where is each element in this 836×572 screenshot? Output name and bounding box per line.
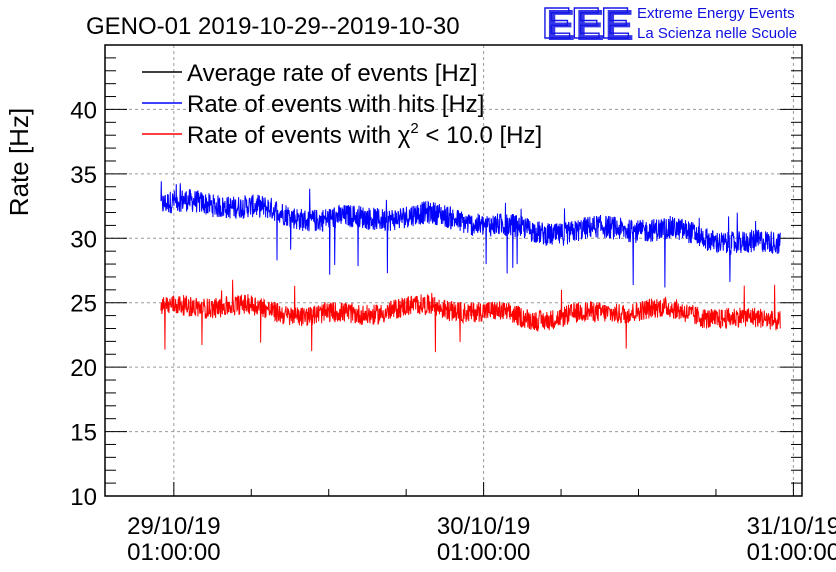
x-tick-label-time: 01:00:00	[437, 539, 530, 566]
y-axis-label: Rate [Hz]	[4, 108, 34, 216]
legend-label-chi2: Rate of events with χ2 < 10.0 [Hz]	[187, 120, 542, 149]
legend-chi2-symbol: χ	[398, 122, 411, 149]
eee-logo: EEE EEE Extreme Energy Events La Scienza…	[541, 0, 797, 50]
legend-chi2-suffix: < 10.0 [Hz]	[419, 122, 542, 149]
legend-label-hits: Rate of events with hits [Hz]	[187, 91, 484, 118]
logo-mark-fill: EEE	[546, 1, 634, 50]
legend: Average rate of events [Hz] Rate of even…	[142, 60, 542, 149]
axes	[104, 44, 803, 497]
logo-line-1: Extreme Energy Events	[637, 5, 795, 22]
chart-title: GENO-01 2019-10-29--2019-10-30	[86, 13, 460, 40]
x-tick-label-time: 01:00:00	[747, 539, 836, 566]
x-tick-label-date: 31/10/19	[747, 513, 836, 540]
y-tick-label: 15	[70, 420, 97, 447]
y-tick-label: 35	[70, 162, 97, 189]
plot-frame	[104, 44, 803, 497]
y-tick-label: 20	[70, 355, 97, 382]
x-tick-label-date: 30/10/19	[437, 513, 530, 540]
x-tick-label-time: 01:00:00	[127, 539, 220, 566]
logo-mark: EEE	[542, 0, 630, 48]
x-tick-label-date: 29/10/19	[127, 513, 220, 540]
x-tick-labels: 29/10/1901:00:0030/10/1901:00:0031/10/19…	[127, 513, 836, 566]
y-tick-label: 30	[70, 226, 97, 253]
series-line-0	[160, 181, 781, 288]
y-tick-label: 40	[70, 97, 97, 124]
legend-chi2-sup: 2	[410, 120, 418, 137]
y-tick-label: 25	[70, 291, 97, 318]
y-tick-label: 10	[70, 484, 97, 511]
series-layer	[160, 181, 781, 353]
y-tick-labels: 10 15 20 25 30 35 40	[70, 97, 97, 511]
legend-chi2-prefix: Rate of events with	[187, 122, 398, 149]
series-line-1	[160, 279, 781, 353]
legend-label-average: Average rate of events [Hz]	[187, 60, 477, 87]
logo-line-2: La Scienza nelle Scuole	[637, 25, 797, 42]
